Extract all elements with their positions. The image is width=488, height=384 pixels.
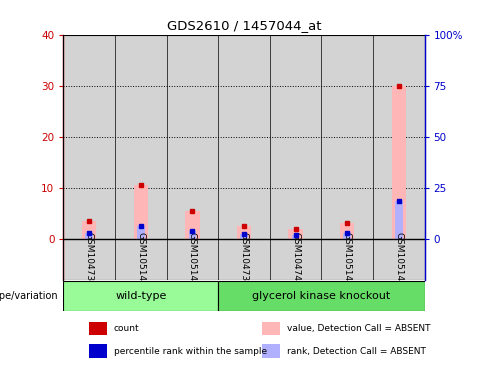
Bar [288, 229, 303, 239]
Bar [137, 226, 145, 239]
Bar [166, 35, 218, 280]
Text: GSM105141: GSM105141 [188, 232, 197, 287]
Bar [218, 281, 425, 311]
Bar [82, 221, 97, 239]
Bar [85, 233, 93, 239]
Bar [391, 86, 406, 239]
Title: GDS2610 / 1457044_at: GDS2610 / 1457044_at [167, 19, 321, 32]
Bar [63, 281, 218, 311]
Text: GSM104736: GSM104736 [240, 232, 248, 287]
Text: rank, Detection Call = ABSENT: rank, Detection Call = ABSENT [287, 346, 426, 356]
Bar [185, 211, 200, 239]
Bar [134, 185, 148, 239]
Text: GSM105142: GSM105142 [343, 232, 352, 287]
Bar [262, 344, 280, 358]
Bar [89, 321, 107, 335]
Bar [344, 233, 351, 239]
Bar [340, 223, 354, 239]
Bar [262, 321, 280, 335]
Text: value, Detection Call = ABSENT: value, Detection Call = ABSENT [287, 324, 431, 333]
Text: wild-type: wild-type [115, 291, 166, 301]
Bar [322, 35, 373, 280]
Text: GSM104740: GSM104740 [291, 232, 300, 287]
Text: GSM104738: GSM104738 [85, 232, 94, 287]
Text: genotype/variation: genotype/variation [0, 291, 58, 301]
Bar [89, 344, 107, 358]
Bar [237, 226, 251, 239]
Bar [188, 231, 196, 239]
Bar [63, 35, 115, 280]
Text: GSM105144: GSM105144 [394, 232, 403, 287]
Bar [270, 35, 322, 280]
Bar [292, 235, 300, 239]
Text: GSM105140: GSM105140 [136, 232, 145, 287]
Bar [395, 201, 403, 239]
Text: glycerol kinase knockout: glycerol kinase knockout [252, 291, 390, 301]
Text: percentile rank within the sample: percentile rank within the sample [114, 346, 267, 356]
Bar [218, 35, 270, 280]
Bar [115, 35, 166, 280]
Bar [240, 234, 248, 239]
Text: count: count [114, 324, 140, 333]
Bar [373, 35, 425, 280]
